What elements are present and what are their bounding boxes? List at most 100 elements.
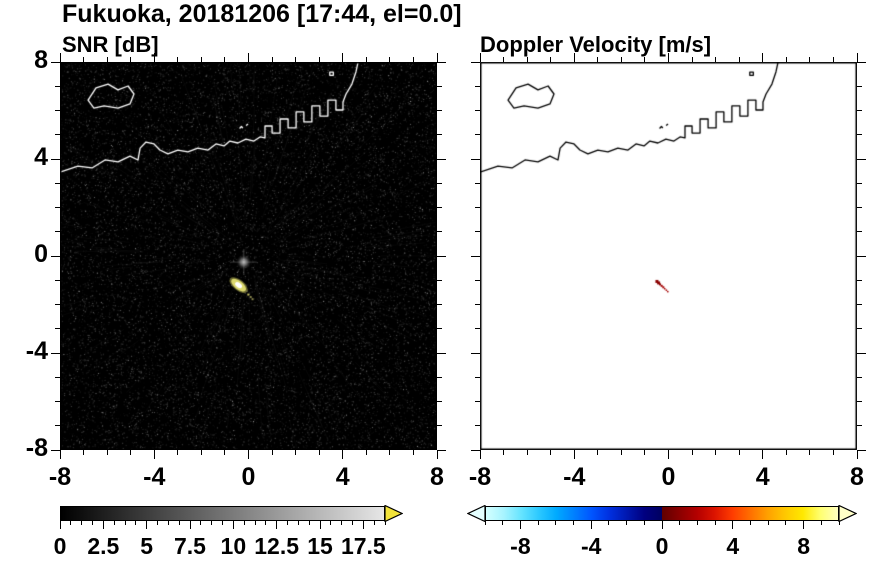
snr-map-panel xyxy=(60,62,437,450)
axis-tick xyxy=(437,328,442,330)
colorbar-minor-tick xyxy=(352,521,353,525)
axis-tick xyxy=(437,207,442,208)
axis-tick xyxy=(437,425,442,427)
axis-tick xyxy=(295,450,297,455)
axis-tick xyxy=(857,110,862,111)
axis-tick xyxy=(412,57,414,62)
axis-tick xyxy=(437,401,442,402)
axis-tick xyxy=(437,376,442,378)
colorbar-major-tick xyxy=(319,521,321,529)
axis-tick xyxy=(668,53,669,62)
axis-tick xyxy=(177,450,179,455)
axis-tick xyxy=(475,110,480,111)
axis-tick xyxy=(200,57,202,62)
y-axis-tick-label: 0 xyxy=(34,240,48,268)
colorbar-minor-tick xyxy=(200,521,202,525)
axis-tick xyxy=(857,328,862,330)
axis-tick xyxy=(479,450,481,459)
colorbar-tick-label: 0 xyxy=(53,533,67,559)
axis-tick xyxy=(224,450,226,455)
axis-tick xyxy=(475,328,480,330)
axis-tick xyxy=(59,450,61,459)
colorbar-minor-tick xyxy=(297,521,299,525)
colorbar-major-tick xyxy=(661,521,663,529)
axis-tick xyxy=(857,449,866,451)
axis-tick xyxy=(857,231,862,233)
axis-tick xyxy=(550,450,552,455)
colorbar-minor-tick xyxy=(211,521,213,525)
velocity-panel-title: Doppler Velocity [m/s] xyxy=(480,32,712,57)
axis-tick xyxy=(620,57,622,62)
colorbar-tick-label: 7.5 xyxy=(174,533,206,559)
snr-panel-title: SNR [dB] xyxy=(62,32,159,57)
colorbar-minor-tick xyxy=(608,521,610,525)
snr-colorbar xyxy=(60,506,385,521)
axis-tick xyxy=(55,231,60,233)
colorbar-minor-tick xyxy=(70,521,72,525)
colorbar-minor-tick xyxy=(373,521,375,525)
colorbar-major-tick xyxy=(232,521,234,529)
axis-tick xyxy=(857,182,862,184)
colorbar-major-tick xyxy=(519,521,521,529)
colorbar-minor-tick xyxy=(254,521,256,525)
axis-tick xyxy=(857,207,862,208)
axis-tick xyxy=(597,57,599,62)
axis-tick xyxy=(715,57,717,62)
axis-tick xyxy=(55,304,60,305)
y-axis-tick-label: -4 xyxy=(25,337,48,365)
colorbar-minor-tick xyxy=(537,521,539,525)
colorbar-minor-tick xyxy=(555,521,557,525)
axis-tick xyxy=(342,53,344,62)
axis-tick xyxy=(200,450,202,455)
axis-tick xyxy=(479,53,481,62)
axis-tick xyxy=(475,376,480,378)
axis-tick xyxy=(715,450,717,455)
colorbar-major-tick xyxy=(590,521,592,529)
axis-tick xyxy=(437,158,446,160)
axis-tick xyxy=(55,110,60,111)
colorbar-minor-tick xyxy=(750,521,751,525)
x-axis-tick-label: 4 xyxy=(335,463,350,491)
axis-tick xyxy=(471,255,480,257)
axis-tick xyxy=(475,134,480,136)
colorbar-minor-tick xyxy=(714,521,716,525)
axis-tick xyxy=(809,57,811,62)
axis-tick xyxy=(832,450,834,455)
colorbar-minor-tick xyxy=(573,521,574,525)
axis-tick xyxy=(475,85,480,87)
axis-tick xyxy=(503,57,505,62)
axis-tick xyxy=(857,85,862,87)
axis-tick xyxy=(389,57,391,62)
x-axis-tick-label: 8 xyxy=(850,463,864,491)
axis-tick xyxy=(691,450,693,455)
axis-tick xyxy=(475,279,480,281)
colorbar-minor-tick xyxy=(643,521,645,525)
axis-tick xyxy=(318,57,320,62)
axis-tick xyxy=(437,352,446,354)
colorbar-minor-tick xyxy=(113,521,115,525)
colorbar-minor-tick xyxy=(502,521,504,525)
colorbar-tick-label: 5 xyxy=(140,533,154,559)
colorbar-minor-tick xyxy=(222,521,223,525)
axis-tick xyxy=(471,158,480,160)
axis-tick xyxy=(857,401,862,402)
axis-tick xyxy=(620,450,622,455)
axis-tick xyxy=(857,425,862,427)
colorbar-minor-tick xyxy=(767,521,769,525)
axis-tick xyxy=(437,61,446,63)
axis-tick xyxy=(51,158,60,160)
axis-tick xyxy=(55,279,60,281)
x-axis-tick-label: 4 xyxy=(755,463,770,491)
axis-tick xyxy=(271,450,273,455)
colorbar-minor-tick xyxy=(167,521,169,525)
x-axis-tick-label: 0 xyxy=(241,463,256,491)
axis-tick xyxy=(857,255,866,257)
x-axis-tick-label: -4 xyxy=(563,463,586,491)
axis-tick xyxy=(248,450,249,459)
colorbar-minor-tick xyxy=(838,521,840,525)
axis-tick xyxy=(55,182,60,184)
axis-tick xyxy=(597,450,599,455)
y-axis-tick-label: -8 xyxy=(25,434,48,462)
colorbar-major-tick xyxy=(102,521,104,529)
